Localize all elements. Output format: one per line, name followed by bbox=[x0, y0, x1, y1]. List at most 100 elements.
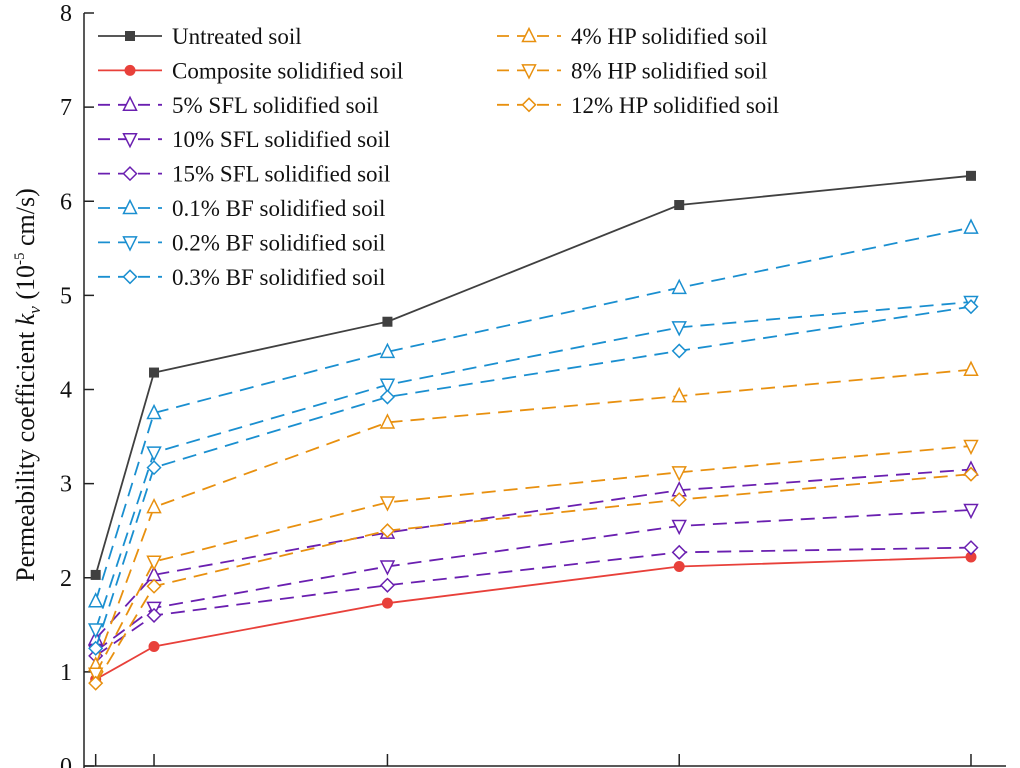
data-point bbox=[671, 544, 687, 560]
data-point bbox=[965, 551, 977, 563]
series-0-2-bf-solidified-soil bbox=[87, 295, 979, 639]
y-tick-label: 3 bbox=[60, 472, 72, 498]
series-line bbox=[95, 556, 972, 681]
data-point bbox=[965, 170, 976, 181]
series-untreated-soil bbox=[90, 170, 976, 580]
legend-label: 10% SFL solidified soil bbox=[172, 127, 390, 152]
legend-label: 0.3% BF solidified soil bbox=[172, 265, 385, 290]
series-line bbox=[94, 226, 972, 602]
data-point bbox=[963, 218, 979, 234]
legend-marker bbox=[122, 269, 138, 285]
data-point bbox=[148, 640, 160, 652]
legend-entry: 5% SFL solidified soil bbox=[98, 93, 379, 118]
series-line bbox=[94, 301, 972, 630]
data-point bbox=[146, 578, 162, 594]
series-10-sfl-solidified-soil bbox=[87, 503, 979, 661]
legend-label: 8% HP solidified soil bbox=[571, 58, 768, 83]
data-point bbox=[87, 623, 104, 639]
axis-labels: Permeability coefficient kv (10-5 cm/s) bbox=[11, 188, 44, 582]
data-point bbox=[90, 569, 101, 580]
data-point bbox=[671, 343, 687, 359]
legend-entry: 10% SFL solidified soil bbox=[98, 127, 390, 152]
legend-label: 0.2% BF solidified soil bbox=[172, 230, 385, 255]
legend-label: 0.1% BF solidified soil bbox=[172, 196, 385, 221]
plot-series bbox=[87, 170, 979, 691]
data-point bbox=[146, 607, 162, 623]
legend-label: Untreated soil bbox=[172, 24, 302, 49]
data-point bbox=[146, 403, 162, 420]
legend-entry: Composite solidified soil bbox=[98, 58, 403, 83]
data-point bbox=[963, 439, 979, 456]
y-tick-label: 5 bbox=[60, 283, 72, 309]
series-line bbox=[95, 468, 972, 640]
legend-marker bbox=[122, 236, 138, 252]
series-composite-solidified-soil bbox=[90, 551, 977, 685]
data-point bbox=[671, 278, 687, 295]
data-point bbox=[379, 413, 396, 429]
data-point bbox=[379, 342, 396, 359]
data-point bbox=[963, 503, 979, 520]
data-point bbox=[963, 540, 979, 556]
data-point bbox=[87, 667, 104, 683]
data-point bbox=[671, 386, 687, 403]
y-tick-label: 0 bbox=[60, 754, 72, 768]
data-point bbox=[379, 496, 396, 512]
legend-label: 5% SFL solidified soil bbox=[172, 93, 379, 118]
data-point bbox=[963, 466, 979, 482]
data-point bbox=[671, 321, 687, 337]
data-point bbox=[379, 577, 396, 593]
y-tick-label: 2 bbox=[60, 566, 72, 592]
data-point bbox=[382, 316, 393, 327]
legend-marker bbox=[122, 132, 138, 149]
legend-entry: 0.2% BF solidified soil bbox=[98, 230, 385, 255]
data-point bbox=[149, 367, 160, 378]
data-point bbox=[146, 460, 162, 476]
legend-marker bbox=[521, 64, 537, 80]
series-15-sfl-solidified-soil bbox=[88, 540, 979, 664]
series-12-hp-solidified-soil bbox=[88, 466, 979, 691]
data-point bbox=[146, 497, 162, 514]
data-point bbox=[379, 523, 396, 539]
data-point bbox=[671, 492, 687, 508]
data-point bbox=[673, 560, 685, 572]
series-line bbox=[94, 473, 972, 684]
series-5-sfl-solidified-soil bbox=[87, 460, 979, 646]
series-line bbox=[95, 546, 972, 657]
legend-label: 12% HP solidified soil bbox=[571, 93, 779, 118]
series-8-hp-solidified-soil bbox=[87, 439, 979, 683]
data-point bbox=[671, 466, 687, 482]
data-point bbox=[88, 640, 104, 656]
series-line bbox=[94, 305, 972, 649]
series-line bbox=[94, 368, 972, 666]
series-4-hp-solidified-soil bbox=[87, 360, 979, 672]
y-tick-label: 6 bbox=[60, 189, 72, 215]
data-point bbox=[379, 389, 396, 405]
legend-label: Composite solidified soil bbox=[172, 58, 403, 83]
legend-entry: 12% HP solidified soil bbox=[497, 93, 779, 118]
data-point bbox=[146, 446, 162, 462]
series-line bbox=[95, 509, 972, 652]
legend-label: 4% HP solidified soil bbox=[571, 24, 768, 49]
legend-label: 15% SFL solidified soil bbox=[172, 162, 390, 187]
legend-marker bbox=[122, 95, 138, 112]
legend-entry: 0.1% BF solidified soil bbox=[98, 196, 385, 221]
data-point bbox=[963, 299, 979, 315]
data-point bbox=[146, 555, 162, 571]
legend-entry: 4% HP solidified soil bbox=[497, 24, 768, 49]
data-point bbox=[674, 200, 685, 211]
legend-entry: 0.3% BF solidified soil bbox=[98, 265, 385, 290]
legend-marker bbox=[124, 64, 136, 76]
y-tick-label: 4 bbox=[60, 378, 72, 404]
data-point bbox=[88, 675, 104, 691]
series-0-3-bf-solidified-soil bbox=[88, 299, 979, 656]
axes-frame: 0 1 2 3 4 5 6 7 8 bbox=[60, 1, 1006, 768]
legend-entry: Untreated soil bbox=[98, 24, 302, 49]
legend-marker bbox=[521, 97, 537, 113]
legend-marker bbox=[122, 166, 138, 182]
series-line bbox=[94, 445, 972, 675]
legend-marker bbox=[521, 26, 537, 43]
data-point bbox=[87, 592, 104, 608]
data-point bbox=[379, 378, 396, 394]
legend-entry: 8% HP solidified soil bbox=[497, 58, 768, 83]
legend: Untreated soil Composite solidified soil 5… bbox=[98, 24, 779, 290]
